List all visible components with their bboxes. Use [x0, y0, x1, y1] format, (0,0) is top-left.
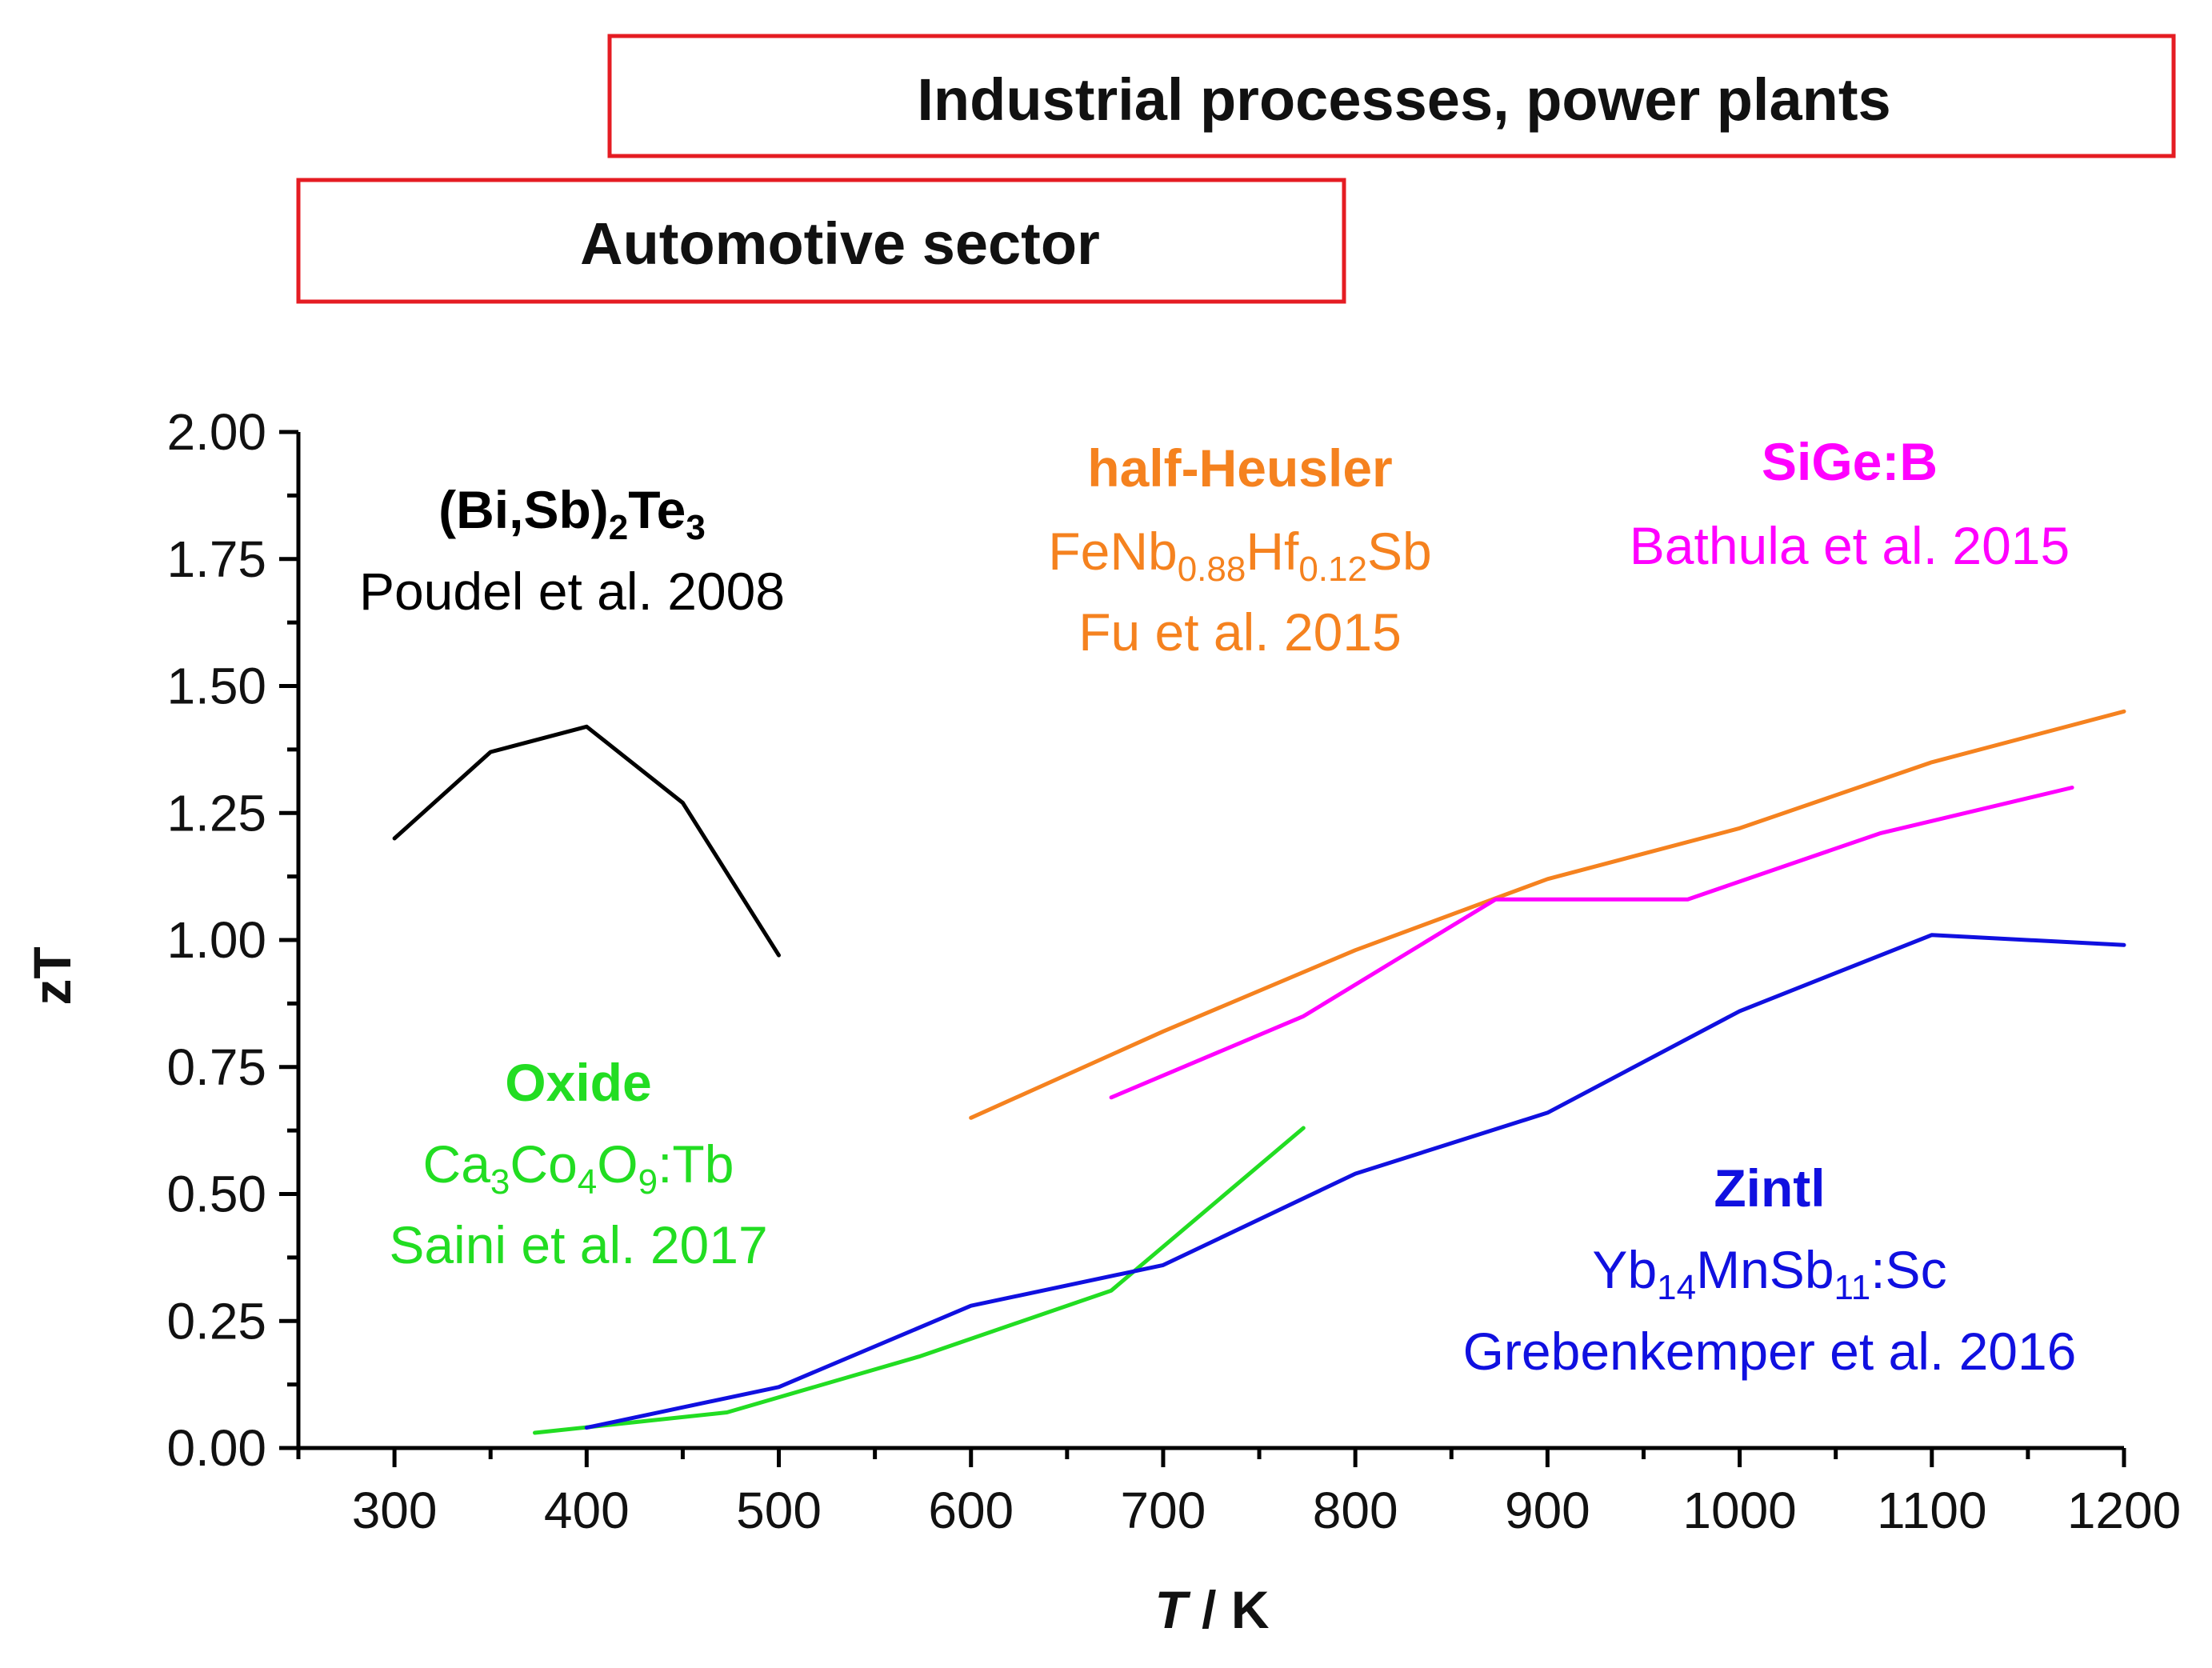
- heusler-reference: Fu et al. 2015: [1078, 602, 1402, 662]
- oxide-reference: Saini et al. 2017: [389, 1215, 767, 1274]
- series-lines: [392, 709, 2126, 1435]
- zintl-formula-part2: MnSb: [1696, 1240, 1834, 1299]
- x-tick-label: 700: [1121, 1482, 1206, 1539]
- zintl-formula: Yb14MnSb11:Sc: [1592, 1240, 1946, 1307]
- bisbte-formula-part2: Te: [628, 480, 686, 539]
- bisbte-formula: (Bi,Sb)2Te3: [438, 480, 706, 547]
- x-axis-title-variable: T: [1154, 1580, 1190, 1639]
- series-line-half-heusler: [969, 709, 2126, 1120]
- y-tick-label: 1.00: [166, 911, 266, 969]
- series-line-oxide: [533, 1126, 1306, 1435]
- heusler-title: half-Heusler: [1087, 438, 1392, 498]
- zintl-formula-part1: Yb: [1592, 1240, 1657, 1299]
- oxide-formula-part3: O: [597, 1134, 638, 1194]
- heusler-formula-part1: FeNb: [1048, 522, 1177, 581]
- industrial-range-label: Industrial processes, power plants: [917, 66, 1890, 133]
- annotation-sige: SiGe:B Bathula et al. 2015: [1630, 432, 2070, 575]
- x-tick-label: 1200: [2067, 1482, 2181, 1539]
- sige-title: SiGe:B: [1762, 432, 1938, 491]
- bisbte-formula-sub2: 3: [686, 508, 705, 547]
- heusler-formula-part3: Sb: [1367, 522, 1432, 581]
- series-line-zintl: [584, 933, 2126, 1430]
- y-tick-label: 2.00: [166, 403, 266, 461]
- oxide-title: Oxide: [505, 1053, 651, 1112]
- annotation-zintl: Zintl Yb14MnSb11:Sc Grebenkemper et al. …: [1463, 1158, 2077, 1381]
- zintl-reference: Grebenkemper et al. 2016: [1463, 1322, 2077, 1381]
- x-tick-label: 1100: [1877, 1482, 1987, 1539]
- annotation-heusler: half-Heusler FeNb0.88Hf0.12Sb Fu et al. …: [1048, 438, 1431, 662]
- zintl-formula-part3: :Sc: [1870, 1240, 1946, 1299]
- y-tick-label: 1.75: [166, 530, 266, 588]
- y-axis-title: zT: [22, 946, 82, 1005]
- x-axis-title-unit: / K: [1187, 1580, 1270, 1639]
- series-line-sige-b: [1109, 786, 2074, 1100]
- zintl-title: Zintl: [1714, 1158, 1825, 1218]
- x-tick-label: 300: [352, 1482, 438, 1539]
- annotation-oxide: Oxide Ca3Co4O9:Tb Saini et al. 2017: [389, 1053, 767, 1274]
- oxide-formula-sub3: 9: [638, 1162, 658, 1202]
- bisbte-formula-part1: (Bi,Sb): [438, 480, 609, 539]
- annotation-bisbte: (Bi,Sb)2Te3 Poudel et al. 2008: [359, 480, 785, 621]
- sige-reference: Bathula et al. 2015: [1630, 516, 2070, 575]
- heusler-formula-sub2: 0.12: [1298, 550, 1367, 589]
- x-axis-title: T / K: [1154, 1580, 1269, 1639]
- oxide-formula-part4: :Tb: [658, 1134, 734, 1194]
- y-tick-label: 1.50: [166, 658, 266, 715]
- x-tick-label: 500: [736, 1482, 822, 1539]
- y-tick-label: 0.50: [166, 1166, 266, 1223]
- range-boxes: Industrial processes, power plants Autom…: [296, 34, 2176, 304]
- heusler-formula: FeNb0.88Hf0.12Sb: [1048, 522, 1431, 589]
- x-tick-label: 600: [928, 1482, 1014, 1539]
- automotive-range-box: [296, 178, 1346, 304]
- x-tick-label: 400: [544, 1482, 630, 1539]
- oxide-formula-sub1: 3: [490, 1162, 510, 1202]
- x-tick-label: 1000: [1682, 1482, 1796, 1539]
- heusler-formula-part2: Hf: [1246, 522, 1299, 581]
- series-line-bi-sb-2te3: [392, 724, 781, 958]
- oxide-formula-part2: Co: [510, 1134, 577, 1194]
- ticks: 300 400 500 600 700 800 900 1000 1100 1200 0.00 0.2…: [166, 403, 2181, 1539]
- x-tick-label: 900: [1505, 1482, 1590, 1539]
- oxide-formula: Ca3Co4O9:Tb: [423, 1134, 734, 1202]
- y-tick-label: 0.00: [166, 1419, 266, 1477]
- y-tick-label: 1.25: [166, 784, 266, 842]
- industrial-range-box: [607, 34, 2176, 158]
- heusler-formula-sub1: 0.88: [1178, 550, 1246, 589]
- x-tick-label: 800: [1313, 1482, 1398, 1539]
- bisbte-reference: Poudel et al. 2008: [359, 562, 785, 621]
- y-tick-label: 0.25: [166, 1292, 266, 1350]
- oxide-formula-sub2: 4: [578, 1162, 597, 1202]
- zintl-formula-sub2: 11: [1834, 1268, 1871, 1307]
- y-tick-label: 0.75: [166, 1038, 266, 1096]
- bisbte-formula-sub1: 2: [609, 508, 628, 547]
- automotive-range-label: Automotive sector: [580, 210, 1100, 277]
- zintl-formula-sub1: 14: [1657, 1268, 1696, 1307]
- oxide-formula-part1: Ca: [423, 1134, 491, 1194]
